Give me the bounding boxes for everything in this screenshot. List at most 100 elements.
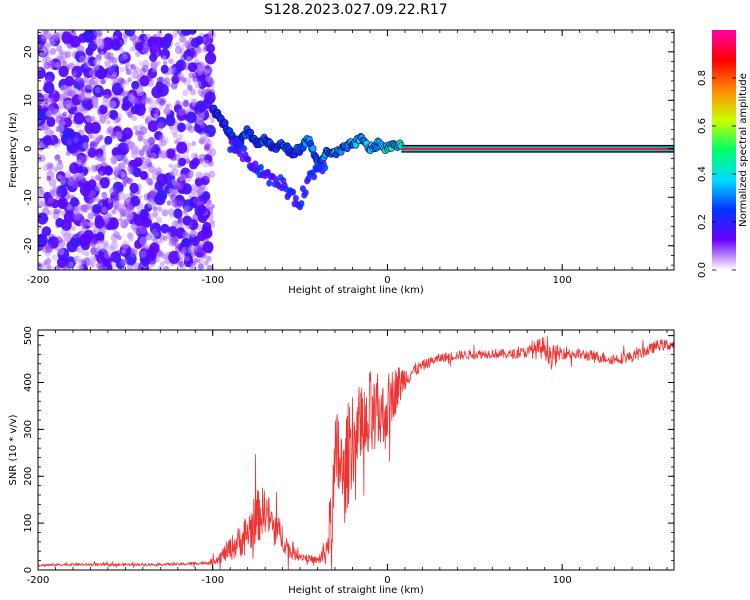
heatmap-noise-cell — [191, 140, 196, 147]
heatmap-noise-cell — [65, 169, 72, 177]
heatmap-noise-cell — [204, 64, 210, 70]
heatmap-noise-cell — [67, 62, 74, 70]
heatmap-noise-cell — [153, 231, 160, 237]
heatmap-noise-cell — [181, 77, 187, 83]
heatmap-noise-cell — [196, 117, 204, 126]
heatmap-noise-cell — [194, 177, 204, 187]
heatmap-noise-cell — [154, 167, 163, 176]
heatmap-noise-cell — [53, 143, 58, 149]
heatmap-noise-cell — [57, 197, 68, 210]
heatmap-noise-cell — [69, 90, 76, 98]
heatmap-noise-cell — [154, 181, 164, 191]
heatmap-noise-cells — [38, 30, 217, 270]
heatmap-noise-cell — [126, 264, 133, 270]
heatmap-noise-cell — [162, 236, 168, 242]
heatmap-noise-cell — [197, 204, 207, 215]
heatmap-noise-cell — [106, 111, 111, 116]
heatmap-noise-cell — [123, 158, 130, 165]
heatmap-noise-cell — [160, 139, 167, 147]
heatmap-secondary-cell — [266, 179, 273, 187]
heatmap-noise-cell — [58, 65, 69, 78]
heatmap-noise-cell — [205, 52, 217, 65]
heatmap-noise-cell — [38, 140, 44, 149]
heatmap-noise-cell — [163, 77, 171, 84]
snr-x-axis-label: Height of straight line (km) — [288, 585, 424, 596]
heatmap-noise-cell — [81, 204, 87, 211]
heatmap-noise-cell — [122, 127, 133, 140]
heatmap-noise-cell — [177, 173, 185, 182]
heatmap-noise-cell — [38, 196, 44, 204]
heatmap-noise-cell — [111, 209, 116, 215]
heatmap-noise-cell — [119, 66, 125, 73]
heatmap-noise-cell — [178, 261, 184, 268]
heatmap-noise-cell — [139, 170, 148, 180]
heatmap-noise-cell — [70, 197, 79, 207]
heatmap-noise-cell — [149, 53, 158, 62]
heatmap-noise-cell — [133, 157, 143, 168]
heatmap-noise-cell — [139, 250, 147, 259]
heatmap-noise-cell — [47, 104, 54, 111]
heatmap-noise-cell — [199, 184, 206, 191]
heatmap-noise-cell — [72, 212, 81, 221]
heatmap-noise-cell — [138, 60, 144, 67]
heatmap-noise-cell — [38, 262, 44, 270]
heatmap-noise-cell — [113, 205, 118, 211]
heatmap-noise-cell — [151, 169, 157, 176]
heatmap-noise-cell — [103, 51, 111, 60]
heatmap-noise-cell — [202, 241, 214, 254]
heatmap-noise-cell — [187, 84, 193, 91]
heatmap-noise-cell — [61, 120, 66, 126]
heatmap-noise-cell — [94, 174, 101, 181]
heatmap-noise-cell — [46, 175, 51, 181]
heatmap-noise-cell — [139, 126, 148, 135]
heatmap-noise-cell — [104, 59, 112, 68]
heatmap-noise-cell — [141, 145, 148, 152]
heatmap-noise-cell — [171, 199, 180, 208]
heatmap-noise-cell — [96, 262, 103, 270]
heatmap-noise-cell — [148, 115, 153, 121]
heatmap-noise-cell — [139, 236, 147, 246]
heatmap-noise-cell — [208, 78, 215, 86]
heatmap-noise-cell — [168, 163, 173, 169]
heatmap-noise-cell — [210, 118, 215, 124]
heatmap-noise-cell — [86, 116, 93, 124]
heatmap-noise-cell — [125, 68, 132, 76]
heatmap-noise-cell — [123, 193, 131, 202]
heatmap-noise-cell — [196, 258, 201, 264]
heatmap-noise-cell — [57, 93, 65, 102]
heatmap-noise-cell — [42, 44, 50, 53]
heatmap-secondary-cell — [241, 145, 248, 153]
heatmap-noise-cell — [60, 180, 66, 186]
heatmap-noise-cell — [190, 51, 198, 59]
colorbar-tick-label: 0.0 — [697, 262, 708, 278]
heatmap-noise-cell — [156, 60, 161, 66]
heatmap-noise-cell — [87, 221, 92, 227]
heatmap-noise-cell — [101, 99, 109, 107]
heatmap-noise-cell — [60, 56, 66, 62]
heatmap-noise-cell — [204, 91, 216, 104]
heatmap-noise-cell — [90, 241, 97, 248]
heatmap-noise-cell — [46, 117, 56, 127]
heatmap-noise-cell — [182, 89, 189, 97]
heatmap-noise-cell — [56, 138, 61, 144]
heatmap-noise-cell — [48, 178, 57, 187]
heatmap-noise-cell — [89, 255, 97, 264]
x-tick-label: 100 — [553, 275, 572, 286]
heatmap-noise-cell — [130, 223, 137, 231]
heatmap-noise-cell — [93, 58, 101, 67]
heatmap-noise-cell — [111, 82, 124, 96]
heatmap-noise-cell — [149, 188, 157, 197]
heatmap-noise-cell — [65, 230, 72, 237]
heatmap-noise-cell — [176, 141, 188, 154]
heatmap-secondary-cell — [245, 156, 252, 163]
heatmap-noise-cell — [101, 206, 108, 214]
heatmap-noise-cell — [148, 142, 156, 151]
heatmap-noise-cell — [177, 251, 185, 259]
heatmap-noise-cell — [157, 30, 163, 37]
heatmap-noise-cell — [112, 60, 118, 67]
heatmap-secondary-cell — [311, 173, 318, 181]
heatmap-noise-cell — [128, 111, 133, 117]
heatmap-noise-cell — [73, 112, 85, 125]
heatmap-noise-cell — [182, 231, 189, 239]
heatmap-noise-cell — [153, 113, 159, 119]
